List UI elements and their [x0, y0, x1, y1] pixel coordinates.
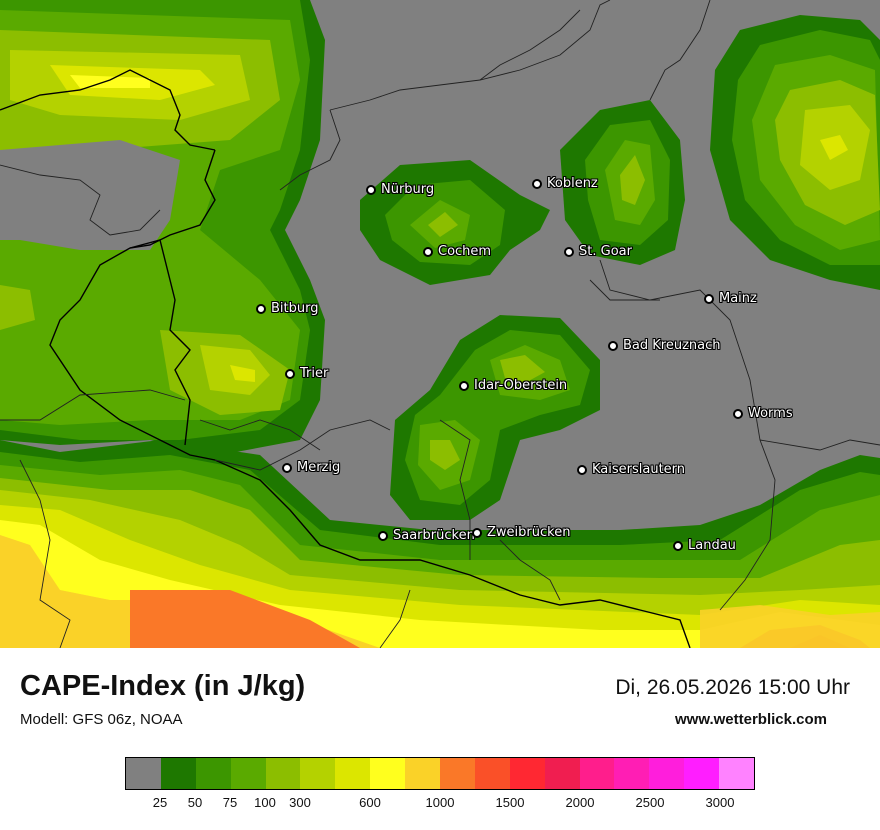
city-label: Merzig — [297, 460, 341, 475]
legend-swatch — [265, 758, 301, 789]
city-bad-kreuznach[interactable]: Bad Kreuznach — [608, 338, 721, 353]
city-mainz[interactable]: Mainz — [704, 291, 757, 306]
legend-ticks: 25 50 75 100 300 600 1000 1500 2000 2500 3000 — [0, 795, 880, 815]
city-trier[interactable]: Trier — [285, 366, 328, 381]
legend-swatch — [405, 758, 441, 789]
city-koblenz[interactable]: Koblenz — [532, 176, 598, 191]
legend-tick-label: 3000 — [705, 795, 735, 810]
legend-swatch — [230, 758, 266, 789]
city-marker-icon — [285, 368, 295, 379]
legend-swatch — [579, 758, 615, 789]
city-marker-icon — [532, 178, 542, 189]
city-label: Landau — [688, 538, 736, 553]
model-info: Modell: GFS 06z, NOAA — [20, 711, 183, 728]
city-marker-icon — [256, 303, 266, 314]
city-label: Bad Kreuznach — [623, 338, 721, 353]
legend-swatch — [126, 758, 161, 789]
city-marker-icon — [366, 184, 376, 195]
city-label: Saarbrücken — [393, 528, 475, 543]
city-label: Mainz — [719, 291, 757, 306]
legend-tick-label: 600 — [359, 795, 381, 810]
legend-tick-label: 1500 — [495, 795, 525, 810]
city-marker-icon — [673, 540, 683, 551]
city-marker-icon — [423, 246, 433, 257]
city-label: Koblenz — [547, 176, 598, 191]
city-marker-icon — [704, 293, 714, 304]
legend-swatch — [649, 758, 685, 789]
city-bitburg[interactable]: Bitburg — [256, 301, 319, 316]
legend-tick-label: 75 — [222, 795, 238, 810]
city-idar-oberstein[interactable]: Idar-Oberstein — [459, 378, 567, 393]
city-label: Worms — [748, 406, 793, 421]
city-marker-icon — [459, 380, 469, 391]
city-label: Idar-Oberstein — [474, 378, 568, 393]
city-marker-icon — [577, 464, 587, 475]
city-cochem[interactable]: Cochem — [423, 244, 491, 259]
city-marker-icon — [608, 340, 618, 351]
cape-field — [0, 0, 880, 648]
legend-swatch — [509, 758, 545, 789]
legend-swatch — [160, 758, 196, 789]
city-marker-icon — [282, 462, 292, 473]
city-marker-icon — [564, 246, 574, 257]
city-label: Nürburg — [381, 182, 435, 197]
legend-swatch — [440, 758, 475, 789]
legend-tick-label: 2000 — [565, 795, 595, 810]
city-merzig[interactable]: Merzig — [282, 460, 340, 475]
legend-swatch — [370, 758, 406, 789]
city-marker-icon — [472, 527, 482, 538]
cape-map[interactable]: Nürburg Koblenz Cochem St. Goar Mainz Bi… — [0, 0, 880, 648]
city-label: Zweibrücken — [487, 525, 571, 540]
legend-tick-label: 300 — [289, 795, 311, 810]
city-st-goar[interactable]: St. Goar — [564, 244, 632, 259]
legend-tick-label: 2500 — [635, 795, 665, 810]
legend-tick-label: 1000 — [425, 795, 455, 810]
legend-swatch — [614, 758, 650, 789]
legend-tick-label: 50 — [187, 795, 203, 810]
website-link[interactable]: www.wetterblick.com — [675, 711, 827, 728]
city-label: St. Goar — [579, 244, 632, 259]
legend-tick-label: 25 — [152, 795, 168, 810]
city-zweibruecken[interactable]: Zweibrücken — [472, 525, 570, 540]
legend-swatch — [684, 758, 720, 789]
city-nuerburg[interactable]: Nürburg — [366, 182, 434, 197]
color-legend — [125, 757, 755, 790]
city-label: Kaiserslautern — [592, 462, 686, 477]
city-landau[interactable]: Landau — [673, 538, 736, 553]
city-saarbruecken[interactable]: Saarbrücken — [378, 528, 475, 543]
city-label: Bitburg — [271, 301, 319, 316]
forecast-datetime: Di, 26.05.2026 15:00 Uhr — [615, 676, 850, 699]
city-label: Cochem — [438, 244, 492, 259]
city-marker-icon — [378, 530, 388, 541]
legend-swatch — [474, 758, 510, 789]
legend-swatch — [300, 758, 336, 789]
city-marker-icon — [733, 408, 743, 419]
legend-swatch — [544, 758, 580, 789]
legend-tick-label: 100 — [254, 795, 276, 810]
legend-swatch — [335, 758, 371, 789]
map-title: CAPE-Index (in J/kg) — [20, 670, 306, 702]
city-worms[interactable]: Worms — [733, 406, 793, 421]
city-label: Trier — [300, 366, 329, 381]
legend-swatch — [195, 758, 231, 789]
legend-swatch — [719, 758, 755, 789]
city-kaiserslautern[interactable]: Kaiserslautern — [577, 462, 685, 477]
